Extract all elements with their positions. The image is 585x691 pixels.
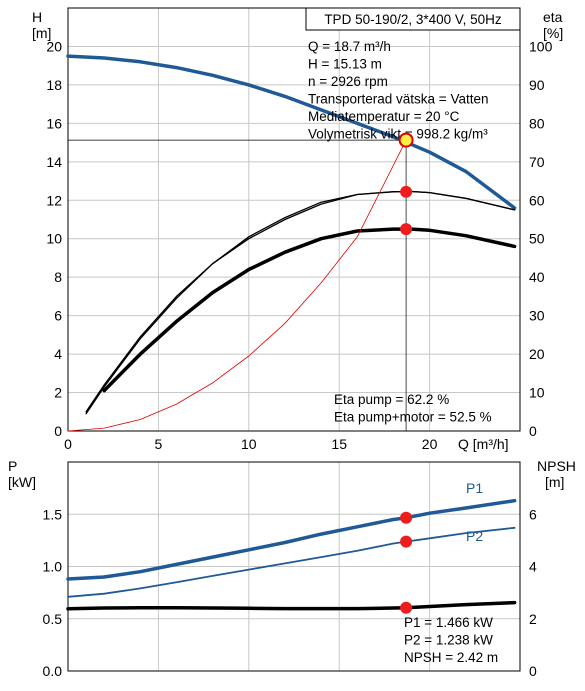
value-line: P2 = 1.238 kW (404, 633, 493, 648)
y-left-tick-label: 6 (54, 308, 62, 324)
y-left-tick-label: 10 (46, 231, 62, 247)
info-line: Q = 18.7 m³/h (308, 39, 391, 54)
npsh-like-curve (85, 190, 516, 413)
y-left-tick-label: 1.5 (43, 506, 63, 522)
y-left-tick-label: 18 (46, 77, 62, 93)
info-line: n = 2926 rpm (308, 74, 388, 89)
p1-curve (66, 498, 517, 581)
y-left-tick-label: 4 (54, 346, 62, 362)
eta-pump-motor-curve (102, 227, 517, 393)
y-left-tick-label: 0.5 (43, 611, 63, 627)
eta-line: Eta pump+motor = 52.5 % (334, 410, 492, 425)
x-axis-label: Q [m³/h] (458, 436, 509, 452)
info-line: Volymetrisk vikt = 998.2 kg/m³ (308, 127, 488, 142)
y-left-tick-label: 0 (54, 423, 62, 439)
y-right-tick-label: 90 (529, 77, 545, 93)
y-right-tick-label: 50 (529, 231, 545, 247)
y-left-axis-unit: [kW] (8, 474, 36, 490)
y-left-tick-label: 2 (54, 385, 62, 401)
info-line: Transporterad vätska = Vatten (308, 92, 488, 107)
y-left-axis-unit: [m] (32, 25, 51, 41)
p2-curve (67, 526, 516, 598)
y-left-tick-label: 8 (54, 269, 62, 285)
operating-point-marker (400, 535, 413, 548)
operating-point-marker (400, 223, 413, 236)
y-right-axis-name: NPSH (537, 458, 576, 474)
x-tick-label: 10 (241, 436, 257, 452)
operating-point-marker (400, 601, 413, 614)
operating-point-marker (398, 132, 414, 148)
series-label-p1: P1 (466, 480, 483, 496)
npsh-curve (66, 600, 517, 611)
y-left-tick-label: 14 (46, 154, 62, 170)
info-line: Mediatemperatur = 20 °C (308, 109, 460, 124)
y-right-axis-unit: [m] (545, 474, 564, 490)
info-line: H = 15.13 m (308, 57, 382, 72)
y-right-tick-label: 80 (529, 115, 545, 131)
plot-frame (67, 461, 521, 672)
y-right-tick-label: 100 (529, 38, 553, 54)
eta-line: Eta pump = 62.2 % (334, 392, 449, 407)
y-right-tick-label: 60 (529, 192, 545, 208)
plot-frame (67, 7, 521, 432)
y-right-tick-label: 10 (529, 385, 545, 401)
y-right-axis-name: eta (543, 9, 563, 25)
y-right-tick-label: 0 (529, 663, 537, 679)
y-right-tick-label: 70 (529, 154, 545, 170)
y-left-tick-label: 12 (46, 192, 62, 208)
x-tick-label: 0 (64, 436, 72, 452)
y-left-axis-name: P (8, 458, 17, 474)
y-right-tick-label: 0 (529, 423, 537, 439)
y-left-tick-label: 20 (46, 38, 62, 54)
y-right-axis-unit: [%] (543, 25, 563, 41)
x-tick-label: 15 (331, 436, 347, 452)
value-line: P1 = 1.466 kW (404, 615, 493, 630)
eta-pump-curve (85, 190, 516, 415)
x-tick-label: 5 (155, 436, 163, 452)
y-right-tick-label: 2 (529, 611, 537, 627)
system-curve (67, 139, 407, 432)
y-left-axis-name: H (32, 9, 42, 25)
y-left-tick-label: 1.0 (43, 559, 63, 575)
y-right-tick-label: 20 (529, 346, 545, 362)
y-right-tick-label: 30 (529, 308, 545, 324)
y-right-tick-label: 4 (529, 559, 537, 575)
y-left-tick-label: 0.0 (43, 663, 63, 679)
head-curve (66, 54, 517, 210)
operating-point-marker (400, 185, 413, 198)
x-tick-label: 20 (422, 436, 438, 452)
title-box (305, 7, 521, 31)
value-line: NPSH = 2.42 m (404, 650, 498, 665)
chart-title: TPD 50-190/2, 3*400 V, 50Hz (324, 12, 502, 27)
y-left-tick-label: 16 (46, 115, 62, 131)
y-right-tick-label: 40 (529, 269, 545, 285)
series-label-p2: P2 (466, 528, 483, 544)
operating-point-marker (400, 511, 413, 524)
y-right-tick-label: 6 (529, 506, 537, 522)
